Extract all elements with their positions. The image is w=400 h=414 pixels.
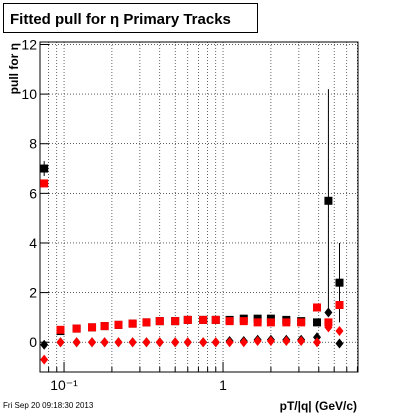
marker — [324, 307, 333, 318]
marker — [88, 323, 97, 332]
marker — [297, 318, 306, 327]
marker — [335, 338, 344, 349]
y-tick-label: 8 — [29, 136, 37, 152]
marker — [155, 337, 164, 348]
plot-frame — [39, 41, 359, 373]
marker — [100, 337, 109, 348]
y-axis-title: pull for η — [7, 43, 21, 94]
marker — [335, 301, 344, 310]
marker — [88, 337, 97, 348]
marker — [199, 315, 208, 324]
marker — [266, 335, 275, 346]
marker — [324, 196, 333, 205]
marker — [56, 337, 65, 348]
chart-title: Fitted pull for η Primary Tracks — [10, 11, 231, 28]
y-tick-label: 12 — [21, 36, 37, 52]
y-tick-label: 2 — [29, 285, 37, 301]
marker — [142, 337, 151, 348]
marker — [40, 339, 49, 350]
marker — [313, 303, 322, 312]
marker — [253, 318, 262, 327]
marker — [253, 335, 262, 346]
marker — [128, 337, 137, 348]
marker — [297, 335, 306, 346]
marker — [155, 317, 164, 326]
footer: Fri Sep 20 09:18:30 2013 — [3, 401, 94, 410]
x-tick-label: 1 — [219, 377, 227, 393]
marker — [313, 318, 322, 327]
marker — [128, 319, 137, 328]
marker — [335, 278, 344, 287]
marker — [239, 317, 248, 326]
marker — [142, 318, 151, 327]
marker — [324, 322, 333, 333]
marker — [114, 337, 123, 348]
marker — [313, 337, 322, 348]
marker — [199, 337, 208, 348]
marker — [171, 337, 180, 348]
x-tick-label: 10⁻¹ — [50, 377, 78, 393]
marker — [171, 317, 180, 326]
marker — [282, 335, 291, 346]
y-tick-label: 10 — [21, 86, 37, 102]
marker — [40, 354, 49, 365]
marker — [40, 164, 49, 173]
y-tick-label: 6 — [29, 185, 37, 201]
title-box — [3, 3, 258, 33]
y-tick-label: 0 — [29, 334, 37, 350]
marker — [114, 320, 123, 329]
marker — [225, 337, 234, 348]
marker — [56, 325, 65, 334]
marker — [72, 324, 81, 333]
marker — [239, 337, 248, 348]
marker — [211, 315, 220, 324]
marker — [100, 322, 109, 331]
marker — [40, 179, 49, 188]
marker — [72, 337, 81, 348]
y-tick-label: 4 — [29, 235, 37, 251]
marker — [183, 315, 192, 324]
marker — [266, 318, 275, 327]
marker — [211, 337, 220, 348]
marker — [282, 318, 291, 327]
x-axis-title: pT/|q| (GeV/c) — [280, 399, 357, 413]
marker — [335, 326, 344, 337]
marker — [183, 337, 192, 348]
marker — [225, 317, 234, 326]
